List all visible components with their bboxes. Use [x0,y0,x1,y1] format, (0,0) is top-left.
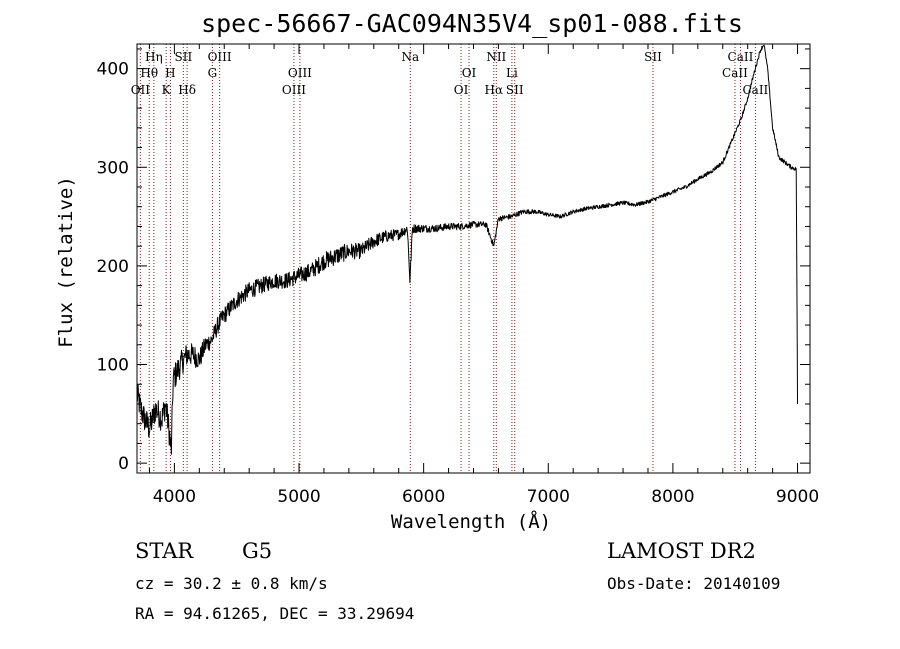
spectral-line-label: SII [175,50,193,64]
spectral-line-label: SII [644,50,662,64]
spectral-line-label: CaII [742,83,768,97]
spectral-line-label: OIII [282,83,306,97]
spectral-line-label: Na [401,50,419,64]
spectral-line-label: CaII [728,50,754,64]
marker-lines-group [139,44,756,473]
object-subclass: G5 [242,539,272,563]
object-class: STAR [135,539,194,563]
spectral-line-label: OII [131,83,151,97]
spectral-line-label: G [208,66,218,80]
spectral-line-label: CaII [722,66,748,80]
survey-name: LAMOST DR2 [607,539,756,563]
x-tick-label: 4000 [153,487,196,507]
plot-frame [136,43,811,474]
x-tick-label: 8000 [651,487,694,507]
x-axis-label: Wavelength (Å) [391,510,551,533]
spectral-line-label: Hθ [140,66,158,80]
y-tick-label: 0 [118,454,129,474]
x-tick-label: 6000 [402,487,445,507]
y-axis-label: Flux (relative) [55,176,77,348]
observation-date: Obs-Date: 20140109 [607,574,780,593]
spectral-line-label: OIII [208,50,232,64]
redshift-readout: cz = 30.2 ± 0.8 km/s [135,574,328,593]
y-tick-label: 200 [97,257,129,277]
y-axis-ticks: 0 100 200 300 400 [97,48,810,474]
spectral-line-label: SII [506,83,524,97]
chart-title: spec-56667-GAC094N35V4_sp01-088.fits [201,9,743,38]
spectral-line-label: NII [486,50,506,64]
spectral-line-label: OI [462,66,477,80]
spectral-line-label: H [165,66,175,80]
coordinates-readout: RA = 94.61265, DEC = 33.29694 [135,604,414,623]
spectral-line-label: Hα [485,83,504,97]
y-tick-label: 400 [97,60,129,80]
spectral-line-label: OIII [288,66,312,80]
y-tick-label: 300 [97,158,129,178]
spectral-line-label: Hδ [178,83,196,97]
spectral-line-label: Hη [145,50,163,64]
x-tick-label: 9000 [776,487,819,507]
x-tick-label: 5000 [277,487,320,507]
spectrum-line [136,44,798,455]
spectral-line-label: K [162,83,172,97]
y-tick-label: 100 [97,356,129,376]
x-tick-label: 7000 [527,487,570,507]
spectral-line-label: Li [506,66,518,80]
x-axis-ticks: 4000 5000 6000 7000 8000 9000 [148,44,819,507]
spectral-line-label: OI [454,83,469,97]
